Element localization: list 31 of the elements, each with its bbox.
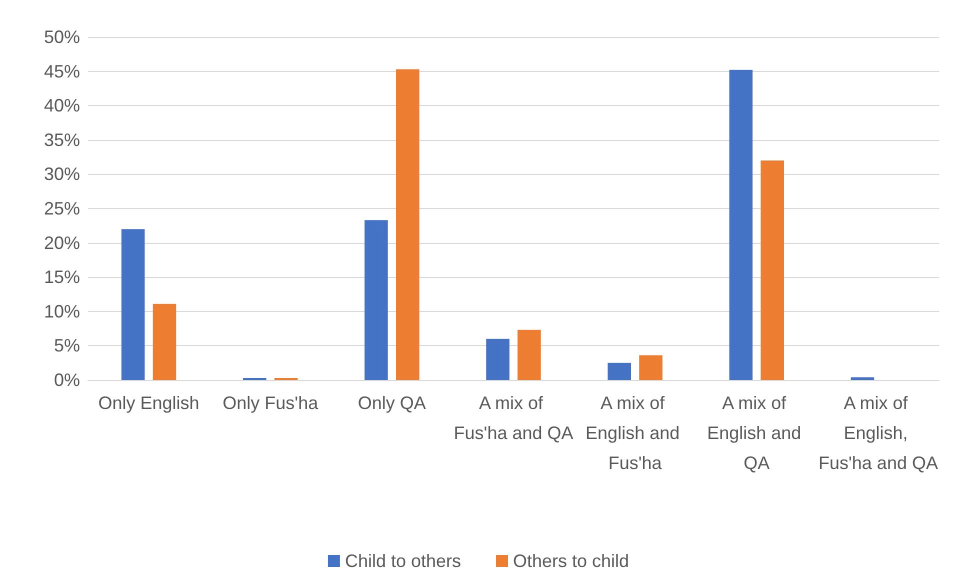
legend-label: Child to others (344, 551, 462, 571)
y-tick-label: 15% (44, 267, 80, 288)
y-tick-label: 30% (44, 164, 80, 184)
y-tick-label: 20% (44, 232, 80, 253)
legend-label: Others to child (513, 551, 630, 571)
y-tick-label: 35% (44, 130, 80, 150)
bar (152, 304, 176, 380)
x-tick-label: A mix of English and Fus'ha (586, 393, 685, 473)
bar (396, 69, 420, 380)
x-tick-label: A mix of Fus'ha and QA (454, 393, 574, 443)
y-tick-label: 0% (54, 370, 80, 390)
y-tick-label: 10% (44, 301, 80, 322)
x-tick-label: Only Fus'ha (222, 393, 320, 413)
x-tick-label: Only QA (358, 393, 426, 413)
bar (729, 70, 753, 380)
bar (121, 229, 145, 380)
bar (486, 338, 510, 380)
bar (850, 377, 874, 380)
y-tick-label: 50% (44, 27, 80, 47)
bar (639, 355, 662, 380)
x-tick-label: A mix of English, Fus'ha and QA (818, 393, 938, 473)
bar (518, 330, 541, 380)
y-tick-label: 25% (44, 198, 80, 218)
x-tick-label: A mix of English and QA (707, 393, 806, 473)
bar (364, 220, 388, 380)
y-tick-label: 45% (44, 61, 80, 82)
x-tick-label: Only English (98, 393, 200, 413)
bar (760, 160, 784, 380)
y-tick-label: 40% (44, 96, 80, 116)
bar (608, 362, 631, 380)
y-tick-label: 5% (54, 336, 80, 356)
